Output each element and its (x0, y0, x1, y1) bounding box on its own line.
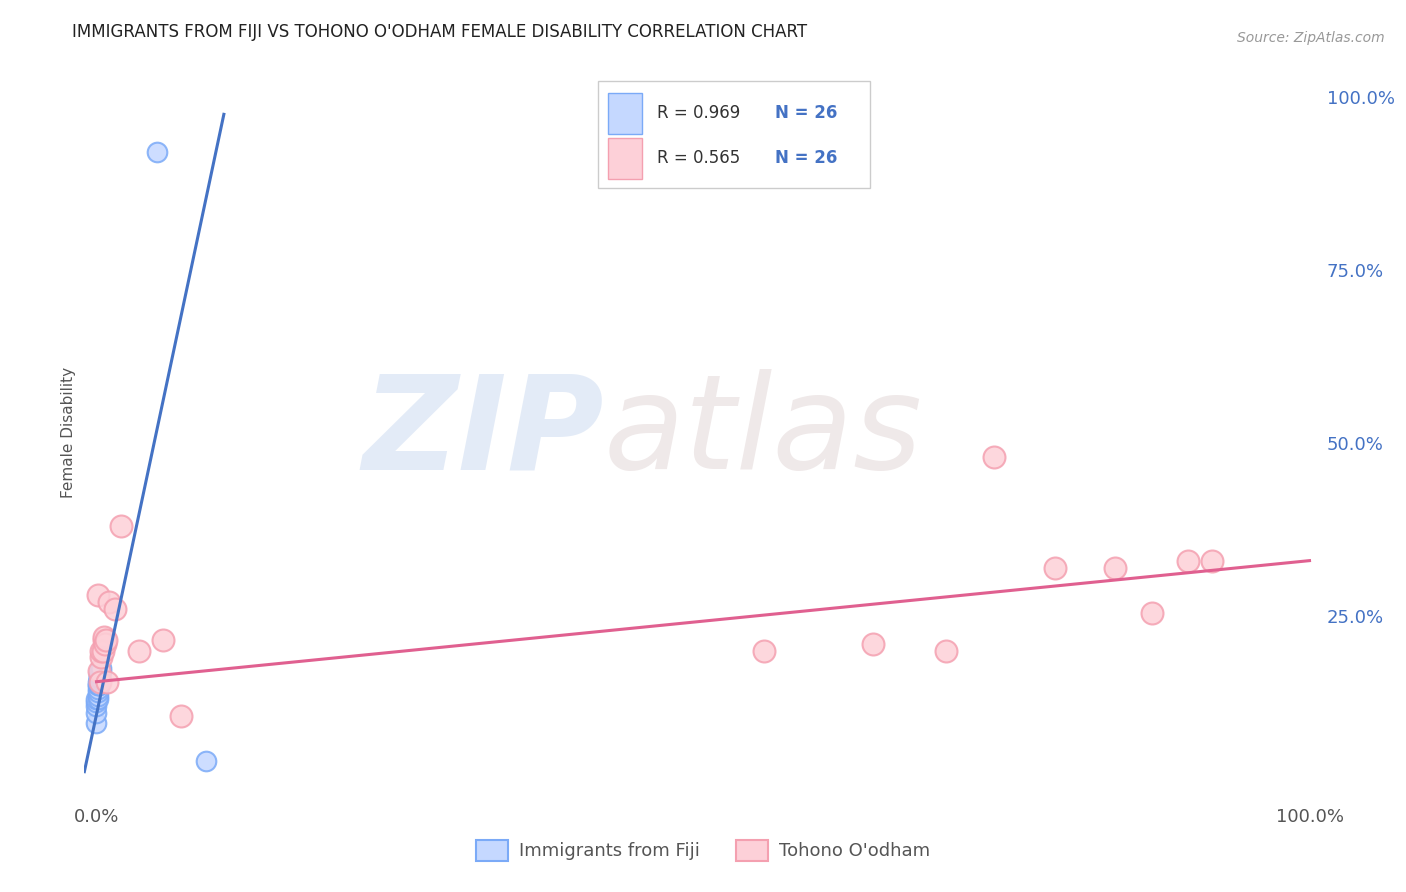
Point (1177, 554, 1199, 568)
Point (86, 696, 108, 710)
Point (89, 671, 111, 685)
Y-axis label: Female Disability: Female Disability (60, 367, 76, 499)
Point (90, 643, 112, 657)
Point (87, 665, 110, 679)
Point (94, 637, 117, 651)
Point (87, 667, 110, 681)
Text: N = 26: N = 26 (775, 104, 837, 122)
FancyBboxPatch shape (607, 93, 643, 134)
Point (146, 145, 169, 160)
Point (86, 716, 108, 731)
Point (862, 637, 884, 651)
Point (89, 674, 111, 689)
Point (91, 643, 114, 657)
Text: Source: ZipAtlas.com: Source: ZipAtlas.com (1237, 31, 1385, 45)
Point (89, 667, 111, 681)
Point (87, 674, 110, 689)
Point (86, 689, 108, 703)
Point (86, 685, 108, 699)
Text: N = 26: N = 26 (775, 149, 837, 167)
Point (752, 643, 775, 657)
FancyBboxPatch shape (598, 81, 870, 188)
Point (97, 595, 120, 609)
Point (86, 678, 108, 692)
Point (93, 633, 115, 648)
Point (96, 633, 118, 648)
Text: atlas: atlas (605, 369, 922, 496)
Point (86, 692, 108, 706)
Point (87, 673, 110, 687)
Point (86, 681, 108, 696)
Point (1104, 560, 1126, 574)
Point (86, 698, 108, 713)
Point (104, 602, 127, 616)
Point (87, 671, 110, 685)
Point (93, 630, 115, 644)
Point (152, 633, 174, 648)
Point (86, 706, 108, 720)
Point (89, 665, 111, 679)
Point (110, 519, 132, 533)
Point (1043, 560, 1066, 574)
Text: ZIP: ZIP (363, 369, 605, 496)
Point (86, 678, 108, 692)
Point (1201, 554, 1223, 568)
Point (87, 665, 110, 680)
Point (194, 754, 217, 768)
Point (170, 709, 193, 723)
Point (90, 661, 112, 675)
Point (983, 450, 1005, 464)
Point (86, 588, 108, 602)
Point (935, 643, 957, 657)
Text: R = 0.565: R = 0.565 (657, 149, 741, 167)
Point (90, 650, 112, 665)
Point (96, 674, 118, 689)
Legend: Immigrants from Fiji, Tohono O'odham: Immigrants from Fiji, Tohono O'odham (468, 832, 938, 868)
Point (128, 643, 150, 657)
Point (87, 678, 110, 692)
FancyBboxPatch shape (607, 138, 643, 178)
Text: R = 0.969: R = 0.969 (657, 104, 741, 122)
Point (1140, 606, 1163, 620)
Point (90, 665, 112, 679)
Point (86, 692, 108, 706)
Point (87, 670, 110, 684)
Text: IMMIGRANTS FROM FIJI VS TOHONO O'ODHAM FEMALE DISABILITY CORRELATION CHART: IMMIGRANTS FROM FIJI VS TOHONO O'ODHAM F… (72, 23, 807, 41)
Point (86, 674, 108, 689)
